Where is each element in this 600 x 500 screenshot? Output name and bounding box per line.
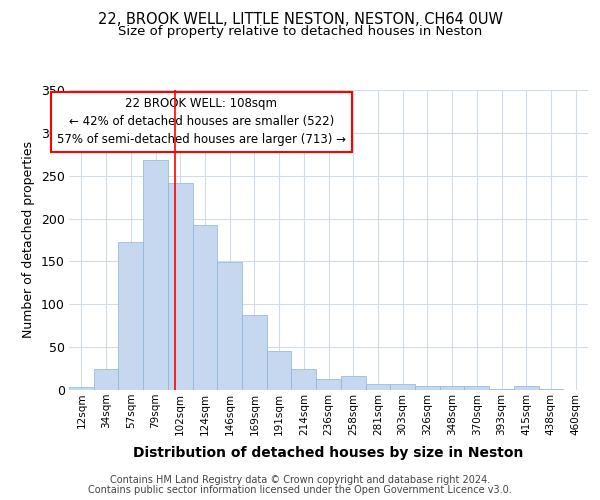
Text: 22 BROOK WELL: 108sqm
← 42% of detached houses are smaller (522)
57% of semi-det: 22 BROOK WELL: 108sqm ← 42% of detached … bbox=[57, 98, 346, 146]
Bar bbox=[365, 384, 390, 390]
Text: Contains public sector information licensed under the Open Government Licence v3: Contains public sector information licen… bbox=[88, 485, 512, 495]
Bar bbox=[143, 160, 168, 390]
Bar bbox=[267, 352, 292, 390]
Bar bbox=[242, 314, 267, 390]
Bar bbox=[390, 384, 415, 390]
Bar bbox=[440, 386, 464, 390]
Bar bbox=[193, 226, 217, 390]
Bar bbox=[415, 386, 440, 390]
Bar bbox=[168, 184, 193, 390]
X-axis label: Distribution of detached houses by size in Neston: Distribution of detached houses by size … bbox=[133, 446, 524, 460]
Text: Size of property relative to detached houses in Neston: Size of property relative to detached ho… bbox=[118, 25, 482, 38]
Bar bbox=[118, 242, 143, 390]
Text: 22, BROOK WELL, LITTLE NESTON, NESTON, CH64 0UW: 22, BROOK WELL, LITTLE NESTON, NESTON, C… bbox=[97, 12, 503, 28]
Bar bbox=[69, 388, 94, 390]
Bar bbox=[316, 379, 341, 390]
Y-axis label: Number of detached properties: Number of detached properties bbox=[22, 142, 35, 338]
Bar bbox=[94, 368, 118, 390]
Bar bbox=[292, 368, 316, 390]
Bar bbox=[341, 376, 365, 390]
Text: Contains HM Land Registry data © Crown copyright and database right 2024.: Contains HM Land Registry data © Crown c… bbox=[110, 475, 490, 485]
Bar bbox=[514, 386, 539, 390]
Bar bbox=[489, 389, 514, 390]
Bar bbox=[539, 389, 563, 390]
Bar bbox=[217, 262, 242, 390]
Bar bbox=[464, 386, 489, 390]
